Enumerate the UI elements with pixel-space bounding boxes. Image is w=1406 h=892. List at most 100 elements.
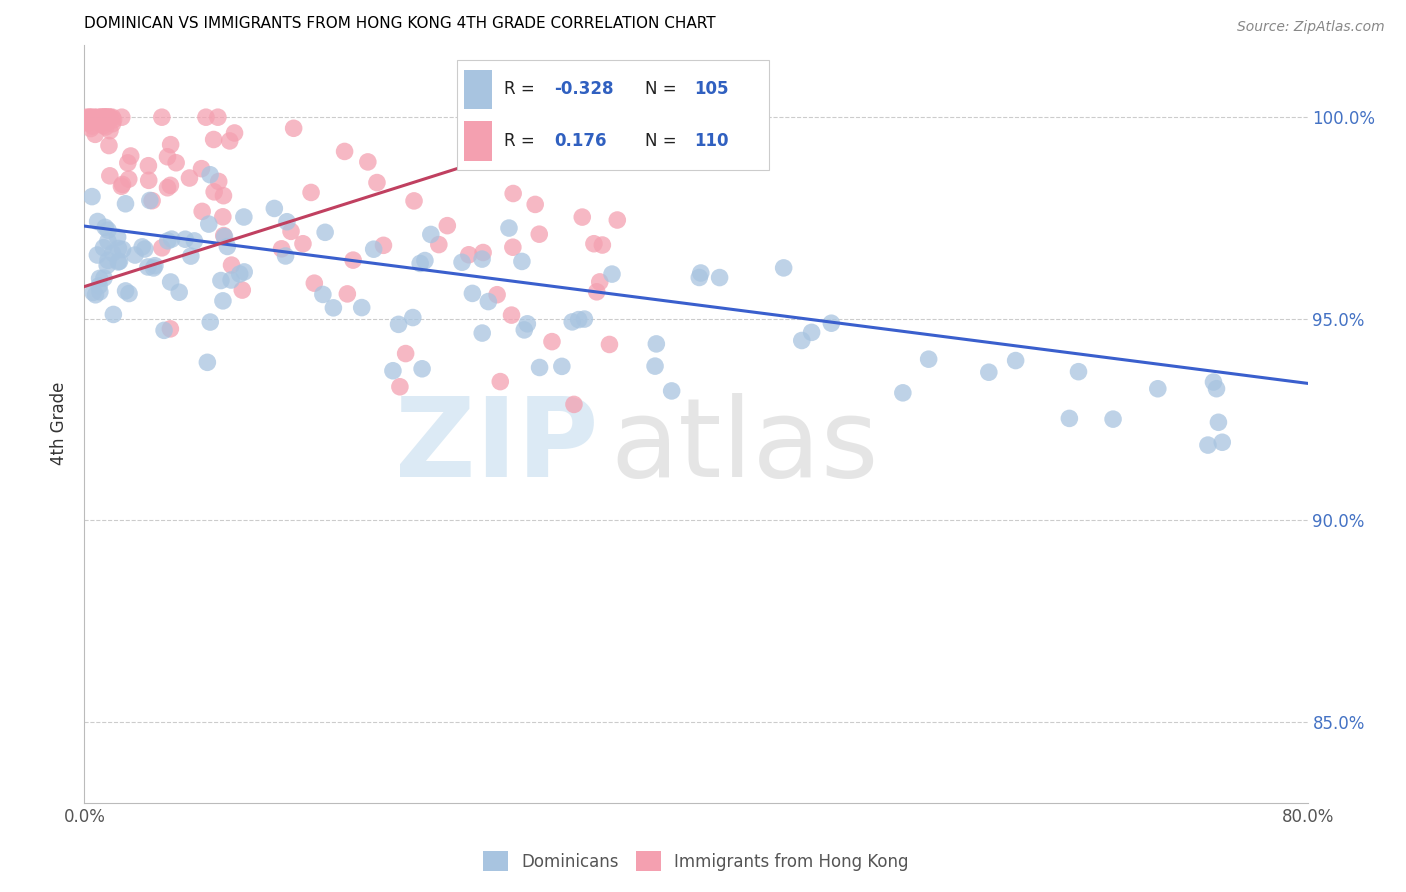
Point <box>274 249 297 263</box>
Point <box>1102 412 1125 426</box>
Point <box>388 380 411 394</box>
Point <box>513 323 536 337</box>
Point <box>218 134 240 148</box>
Point <box>280 224 302 238</box>
Point <box>436 219 458 233</box>
Point <box>291 236 314 251</box>
Point <box>366 176 388 190</box>
Point <box>83 110 105 124</box>
Point <box>190 161 212 176</box>
Point <box>97 114 120 128</box>
Point <box>197 217 219 231</box>
Point <box>90 110 112 124</box>
Point <box>451 255 474 269</box>
Point <box>200 315 222 329</box>
Point <box>270 242 292 256</box>
Point <box>136 260 159 274</box>
Point <box>75 114 97 128</box>
Point <box>571 210 593 224</box>
Point <box>411 361 433 376</box>
Point <box>502 186 524 201</box>
Point <box>87 112 110 126</box>
Point <box>118 172 141 186</box>
Point <box>224 126 246 140</box>
Point <box>1059 411 1081 425</box>
Point <box>159 178 181 193</box>
Point <box>101 110 124 124</box>
Point <box>477 294 499 309</box>
Point <box>304 276 326 290</box>
Point <box>312 287 335 301</box>
Point <box>820 316 842 330</box>
Point <box>124 248 146 262</box>
Point <box>80 189 103 203</box>
Point <box>98 169 121 183</box>
Point <box>591 238 613 252</box>
Point <box>167 285 190 300</box>
Point <box>76 112 98 127</box>
Point <box>111 243 134 257</box>
Point <box>381 364 404 378</box>
Point <box>159 137 181 152</box>
Point <box>489 375 512 389</box>
Point <box>98 111 121 125</box>
Point <box>582 236 605 251</box>
Point <box>86 214 108 228</box>
Point <box>76 110 98 124</box>
Point <box>373 238 395 252</box>
Point <box>134 242 156 256</box>
Point <box>87 114 110 128</box>
Point <box>551 359 574 374</box>
Point <box>180 249 202 263</box>
Point <box>143 259 166 273</box>
Point <box>402 310 425 325</box>
Point <box>688 270 710 285</box>
Point <box>86 248 108 262</box>
Point <box>159 322 181 336</box>
Point <box>108 254 131 268</box>
Point <box>90 117 112 131</box>
Point <box>107 242 129 256</box>
Point <box>350 301 373 315</box>
Point <box>645 337 668 351</box>
Point <box>529 227 551 242</box>
Point <box>1004 353 1026 368</box>
Point <box>77 114 100 128</box>
Point <box>165 155 187 169</box>
Point <box>357 155 380 169</box>
Point <box>1146 382 1168 396</box>
Point <box>90 110 112 124</box>
Point <box>82 285 104 300</box>
Point <box>159 275 181 289</box>
Point <box>142 260 165 275</box>
Point <box>89 110 111 124</box>
Point <box>402 194 425 208</box>
Point <box>212 293 235 308</box>
Point <box>96 110 118 124</box>
Point <box>82 119 104 133</box>
Point <box>1197 438 1219 452</box>
Point <box>501 308 523 322</box>
Point <box>574 312 596 326</box>
Point <box>709 270 731 285</box>
Point <box>1205 382 1227 396</box>
Point <box>179 171 201 186</box>
Point <box>1208 415 1230 429</box>
Point <box>101 246 124 260</box>
Point <box>97 234 120 248</box>
Point <box>103 112 125 127</box>
Point <box>114 196 136 211</box>
Point <box>89 278 111 293</box>
Point <box>486 287 509 301</box>
Point <box>138 173 160 187</box>
Point <box>97 253 120 268</box>
Point <box>93 241 115 255</box>
Point <box>93 110 115 124</box>
Point <box>89 271 111 285</box>
Point <box>97 110 120 124</box>
Point <box>891 385 914 400</box>
Point <box>141 194 163 208</box>
Point <box>77 116 100 130</box>
Point <box>156 180 179 194</box>
Point <box>427 237 450 252</box>
